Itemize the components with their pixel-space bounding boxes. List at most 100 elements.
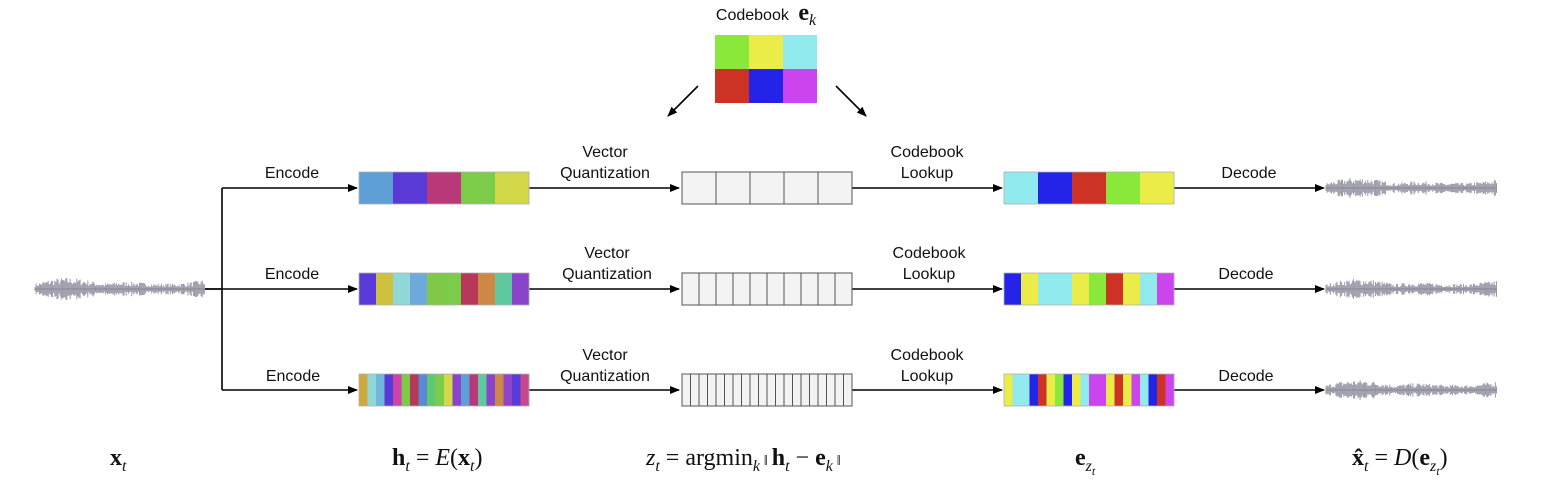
quantized-embedding-cell (1097, 374, 1107, 406)
code-index-cell (681, 171, 717, 205)
encoder-output-cell (461, 374, 470, 406)
encoder-output-cell (435, 374, 445, 406)
quantized-embedding-cell (1148, 374, 1158, 406)
code-index-cell (741, 373, 751, 407)
encoder-output-cell (512, 273, 530, 305)
formula-x: xt (110, 445, 127, 475)
encoder-output-cell (393, 273, 411, 305)
formula-ez: ezt (1075, 445, 1096, 478)
encoder-output-cell (461, 273, 479, 305)
code-index-cell (800, 272, 819, 306)
encoder-output-cell (469, 374, 479, 406)
encoder-output-cell (359, 374, 368, 406)
code-indices (681, 373, 853, 407)
code-index-cell (783, 171, 819, 205)
formula-h: ht = E(xt) (392, 445, 482, 475)
vq-label-line2: Quantization (560, 165, 650, 182)
lookup-label-line2: Lookup (903, 266, 956, 283)
quantized-embedding-cell (1072, 273, 1090, 305)
code-index-cell (724, 373, 734, 407)
code-index-cell (749, 171, 785, 205)
quantized-embedding-cell (1072, 172, 1107, 204)
quantized-embedding-cell (1055, 374, 1064, 406)
codebook-entry (749, 35, 783, 69)
code-index-cell (681, 272, 700, 306)
encode-label: Encode (265, 165, 319, 182)
quantized-embedding-cell (1114, 374, 1124, 406)
quantized-embedding-cell (1106, 374, 1115, 406)
quantized-embedding-cell (1021, 374, 1030, 406)
row-2: Encode Vector Quantization Codebook Look… (205, 245, 1325, 293)
quantized-embedding-cell (1089, 374, 1098, 406)
code-index-cell (783, 272, 802, 306)
quantized-embedding (1003, 373, 1175, 407)
code-index-cell (817, 272, 836, 306)
output-waveforms (1325, 178, 1497, 400)
code-index-cell (843, 373, 853, 407)
codebook-grid (715, 35, 817, 103)
code-index-cell (809, 373, 819, 407)
lookup-label-line1: Codebook (891, 347, 965, 364)
code-index-cell (707, 373, 717, 407)
encoder-output-cell (384, 374, 394, 406)
vq-label-line1: Vector (584, 245, 630, 262)
quantized-embedding-cell (1004, 374, 1013, 406)
codebook-entry (783, 35, 817, 69)
quantized-embedding-cell (1080, 374, 1090, 406)
decode-label: Decode (1218, 266, 1273, 283)
lookup-label-line2: Lookup (901, 368, 954, 385)
quantized-embedding-cell (1157, 273, 1175, 305)
codebook: Codebook ek (667, 0, 867, 117)
quantized-embedding-cell (1055, 273, 1073, 305)
code-index-cell (715, 171, 751, 205)
encoder-output-cell (418, 374, 428, 406)
quantized-embedding-cell (1012, 374, 1022, 406)
encode-label: Encode (266, 368, 320, 385)
encoder-output-cell (359, 273, 377, 305)
encoder-output-cell (478, 273, 496, 305)
code-index-cell (766, 373, 776, 407)
quantized-embedding-cell (1123, 374, 1132, 406)
codebook-entry (715, 35, 749, 69)
quantized-embedding-cell (1106, 172, 1141, 204)
quantized-embedding-cell (1140, 172, 1175, 204)
encoder-output-cell (503, 374, 513, 406)
quantized-embedding-cell (1004, 172, 1039, 204)
quantized-embedding-cell (1029, 374, 1039, 406)
decode-label: Decode (1221, 165, 1276, 182)
decode-label: Decode (1218, 368, 1273, 385)
encoder-output-cell (495, 172, 530, 204)
encoder-output-cell (478, 374, 487, 406)
lookup-label-line1: Codebook (893, 245, 967, 262)
quantized-embedding-cell (1063, 374, 1073, 406)
encoder-output-cell (359, 172, 394, 204)
code-index-cell (792, 373, 802, 407)
code-index-cell (698, 272, 717, 306)
encoder-output-cell (486, 374, 496, 406)
quantized-embedding-cell (1131, 374, 1141, 406)
encoder-output-cell (376, 374, 385, 406)
code-index-cell (826, 373, 836, 407)
encoder-output-cell (427, 273, 445, 305)
code-index-cell (834, 272, 853, 306)
encoder-output-cell (367, 374, 377, 406)
quantized-embedding-cell (1089, 273, 1107, 305)
code-indices (681, 171, 853, 205)
codebook-entry (715, 69, 749, 103)
code-index-cell (834, 373, 844, 407)
code-indices (681, 272, 853, 306)
encoder-output-cell (452, 374, 462, 406)
encoder-output-cell (393, 172, 428, 204)
lookup-label-line2: Lookup (901, 165, 954, 182)
row-1: Encode Vector Quantization Codebook Look… (222, 144, 1325, 192)
quantized-embedding-cell (1038, 172, 1073, 204)
code-index-cell (690, 373, 700, 407)
vq-label-line2: Quantization (560, 368, 650, 385)
encoder-output (358, 373, 530, 407)
encoder-output-cell (427, 172, 462, 204)
encoder-output-cell (401, 374, 411, 406)
code-index-cell (775, 373, 785, 407)
code-index-cell (800, 373, 810, 407)
input-waveform (34, 278, 205, 300)
